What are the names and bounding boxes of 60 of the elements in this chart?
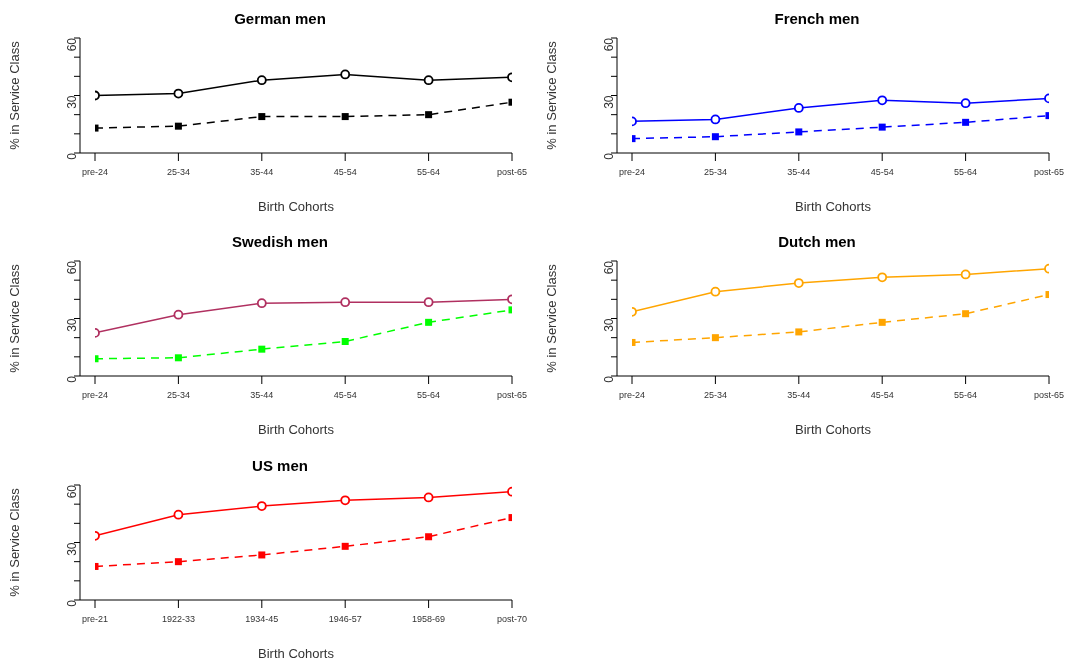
x-axis-title: Birth Cohorts (795, 422, 872, 438)
x-tick-label: 55-64 (417, 167, 441, 178)
x-tick-label: 1934-45 (245, 614, 279, 625)
y-tick-label: 0 (65, 599, 80, 607)
x-tick-label: post-65 (1033, 167, 1065, 178)
y-tick-label: 60 (602, 261, 617, 275)
y-tick-label: 0 (602, 376, 617, 384)
chart-title: US men (251, 456, 309, 474)
chart-title: Swedish men (231, 233, 329, 251)
x-tick-label: 45-54 (870, 167, 894, 178)
x-axis-title: Birth Cohorts (258, 645, 335, 661)
x-tick-label: 55-64 (954, 167, 978, 178)
x-tick-label: 1946-57 (328, 614, 362, 625)
x-tick-label: pre-24 (618, 390, 646, 401)
x-axis-title: Birth Cohorts (795, 199, 872, 214)
y-axis-title: % in Service Class (6, 40, 22, 150)
x-tick-label: pre-21 (81, 614, 109, 625)
x-tick-label: 35-44 (787, 390, 811, 401)
x-tick-label: 25-34 (703, 390, 727, 401)
y-tick-label: 60 (65, 261, 80, 275)
x-tick-label: 35-44 (787, 167, 811, 178)
x-tick-label: 55-64 (954, 390, 978, 401)
y-tick-label: 0 (65, 376, 80, 384)
x-axis-title: Birth Cohorts (258, 422, 335, 438)
x-tick-label: pre-24 (618, 167, 646, 178)
x-tick-label: pre-24 (81, 167, 109, 178)
x-tick-label: 45-54 (333, 390, 357, 401)
y-tick-label: 30 (65, 541, 80, 556)
y-axis-title: % in Service Class (543, 264, 559, 374)
x-tick-label: 45-54 (870, 390, 894, 401)
x-tick-label: post-65 (1033, 390, 1065, 401)
x-tick-label: post-70 (496, 614, 528, 625)
x-tick-label: 35-44 (250, 167, 274, 178)
y-tick-label: 0 (602, 152, 617, 160)
x-tick-label: 25-34 (166, 390, 190, 401)
x-tick-label: post-65 (496, 390, 528, 401)
y-tick-label: 30 (602, 95, 617, 109)
x-tick-label: 1922-33 (161, 614, 195, 625)
chart-title: German men (233, 10, 327, 27)
y-tick-label: 30 (65, 318, 80, 333)
x-tick-label: 1958-69 (412, 614, 446, 625)
y-axis-title: % in Service Class (543, 40, 559, 150)
y-tick-label: 30 (602, 318, 617, 333)
y-tick-label: 60 (65, 37, 80, 52)
x-tick-label: 55-64 (417, 390, 441, 401)
x-axis-title: Birth Cohorts (258, 199, 335, 214)
chart-title: Dutch men (777, 233, 857, 251)
y-axis-title: % in Service Class (6, 487, 22, 597)
x-tick-label: post-65 (496, 167, 528, 178)
x-tick-label: 25-34 (166, 167, 190, 178)
y-tick-label: 30 (65, 95, 80, 109)
y-tick-label: 60 (65, 484, 80, 499)
x-tick-label: 35-44 (250, 390, 274, 401)
y-tick-label: 0 (65, 152, 80, 160)
chart-title: French men (773, 10, 861, 27)
y-tick-label: 60 (602, 37, 617, 52)
x-tick-label: 25-34 (703, 167, 727, 178)
x-tick-label: pre-24 (81, 390, 109, 401)
y-axis-title: % in Service Class (6, 264, 22, 374)
x-tick-label: 45-54 (333, 167, 357, 178)
